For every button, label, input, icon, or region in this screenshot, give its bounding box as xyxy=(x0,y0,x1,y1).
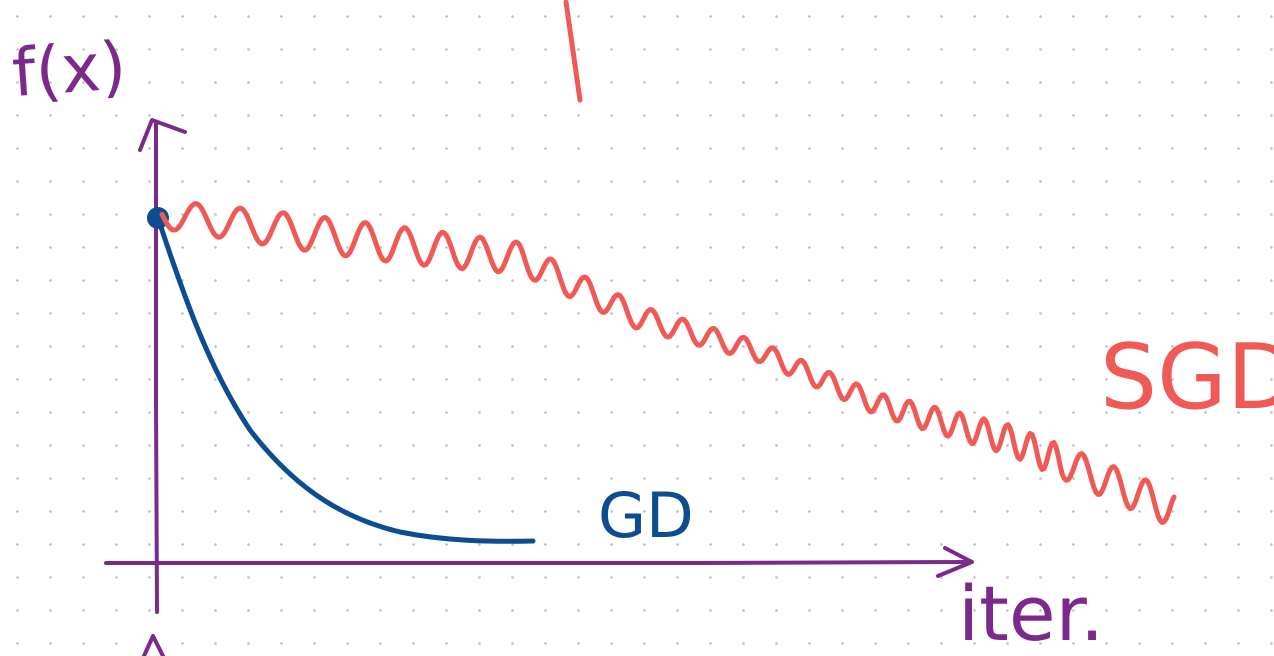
x-axis-label: iter. xyxy=(958,569,1104,656)
x-axis-line xyxy=(104,560,970,565)
gd-curve xyxy=(155,215,536,544)
axis-arrow-fragment xyxy=(142,634,165,656)
stray-mark xyxy=(563,0,583,103)
x-axis-arrowhead xyxy=(936,546,974,578)
sgd-label: SGD xyxy=(1100,325,1274,430)
y-axis-label: f(x) xyxy=(10,27,129,112)
y-axis-arrowhead xyxy=(138,118,187,152)
y-axis xyxy=(138,118,187,656)
gd-label: GD xyxy=(598,479,694,552)
x-axis xyxy=(104,546,974,578)
sgd-curve xyxy=(159,201,1177,525)
y-axis-line xyxy=(154,120,159,614)
